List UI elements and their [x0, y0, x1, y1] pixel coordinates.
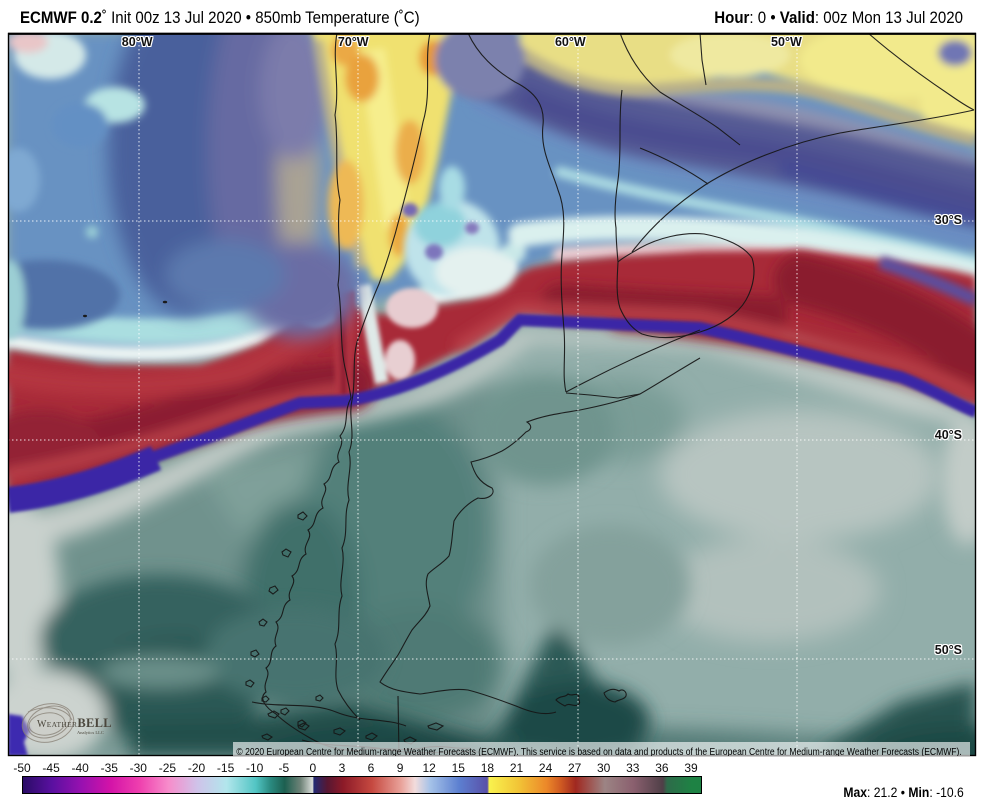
svg-text:Analytics LLC: Analytics LLC: [77, 730, 104, 735]
svg-text:WEATHERBELL: WEATHERBELL: [37, 716, 112, 730]
